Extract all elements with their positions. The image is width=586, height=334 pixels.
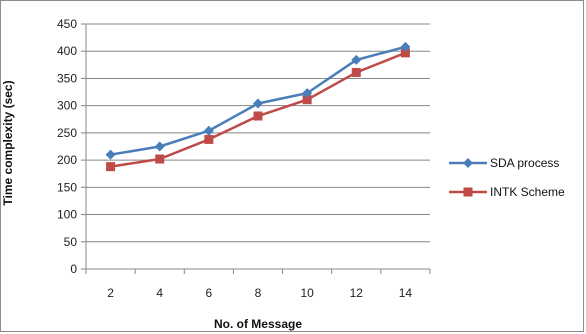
y-tick-label: 100: [57, 208, 77, 222]
y-tick-label: 0: [70, 262, 77, 276]
data-point: [351, 67, 361, 77]
series-line: [110, 51, 406, 168]
data-point: [400, 48, 410, 58]
data-point: [154, 141, 165, 152]
legend: SDA process INTK Scheme: [449, 156, 565, 199]
series-layer: [105, 41, 411, 172]
data-point: [400, 41, 411, 52]
x-tick-label: 10: [300, 286, 314, 300]
x-tick-label: 2: [107, 286, 114, 300]
data-point: [203, 125, 214, 136]
y-tick-label: 50: [64, 235, 78, 249]
x-axis-title: No. of Message: [214, 317, 302, 331]
data-point: [253, 111, 263, 121]
series-1: [105, 41, 411, 160]
series-2: [106, 48, 410, 172]
data-point: [105, 149, 116, 160]
data-point: [253, 98, 263, 109]
data-point: [302, 95, 312, 105]
x-tick-label: 12: [350, 286, 364, 300]
data-point: [155, 154, 165, 164]
axes: [81, 23, 431, 274]
y-tick-label: 350: [57, 71, 77, 85]
legend-marker: [463, 158, 473, 168]
legend-marker: [463, 187, 473, 197]
y-axis-title: Time complexity (sec): [1, 80, 15, 205]
data-point: [204, 134, 214, 144]
y-tick-label: 200: [57, 153, 77, 167]
y-tick-label: 300: [57, 99, 77, 113]
y-tick-label: 250: [57, 126, 77, 140]
data-point: [351, 54, 362, 65]
x-tick-label: 4: [156, 286, 163, 300]
legend-label: SDA process: [490, 156, 559, 170]
x-tick-label: 8: [255, 286, 262, 300]
legend-label: INTK Scheme: [490, 185, 565, 199]
x-tick-labels: 2 4 6 8 10 12 14: [107, 286, 412, 300]
y-tick-label: 450: [57, 17, 77, 31]
data-point: [302, 88, 313, 99]
legend-item: SDA process: [449, 156, 559, 170]
y-tick-label: 400: [57, 44, 77, 58]
x-tick-label: 14: [399, 286, 413, 300]
gridlines: [86, 23, 430, 243]
x-tick-label: 6: [206, 286, 213, 300]
y-tick-labels: 0 50 100 150 200 250 300 350 400 450: [57, 17, 77, 276]
y-tick-label: 150: [57, 180, 77, 194]
legend-item: INTK Scheme: [449, 185, 565, 199]
data-point: [106, 162, 116, 172]
